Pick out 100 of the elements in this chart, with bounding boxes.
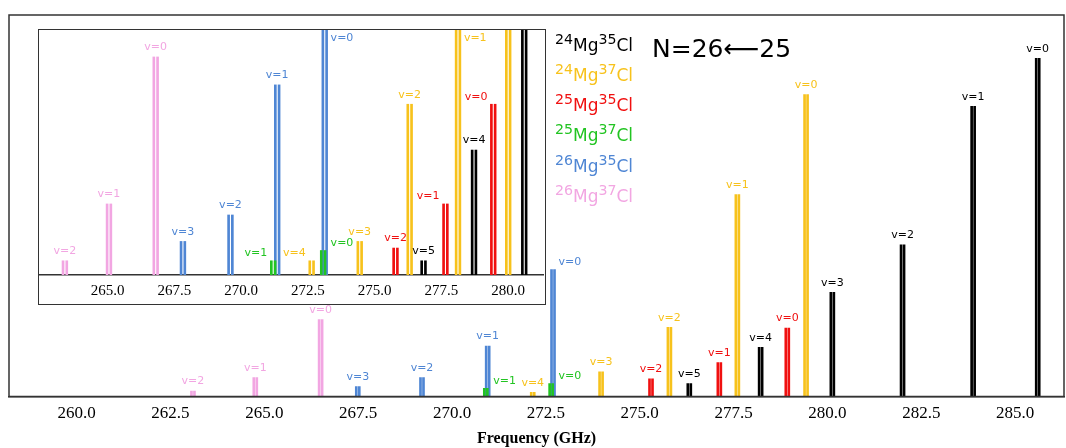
- bar: [784, 327, 788, 397]
- x-tick-label: 262.5: [151, 403, 190, 423]
- bar: [357, 386, 361, 397]
- bar: [550, 269, 553, 397]
- bar: [270, 260, 273, 275]
- x-tick-label: 267.5: [157, 281, 192, 298]
- annotation: v=4: [283, 246, 306, 260]
- bar: [529, 392, 533, 397]
- bar: [973, 105, 976, 397]
- x-tick-label: 272.5: [526, 403, 566, 423]
- bar: [396, 247, 399, 275]
- annotation: v=2: [384, 231, 407, 245]
- bar: [422, 377, 425, 397]
- annotation: v=1: [707, 345, 731, 359]
- bar: [1037, 57, 1041, 397]
- annotation: v=0: [309, 303, 332, 317]
- bar: [252, 377, 256, 397]
- bar: [360, 241, 363, 275]
- annotation: v=0: [558, 368, 582, 382]
- text: $^{24}$Mg$^{35}$Cl: [555, 30, 634, 57]
- bar: [193, 390, 196, 397]
- text: $^{25}$Mg$^{35}$Cl: [555, 90, 634, 117]
- bar: [532, 392, 536, 397]
- annotation: v=1: [265, 68, 289, 82]
- bar: [648, 378, 651, 397]
- bar: [803, 94, 806, 397]
- annotation: v=2: [891, 228, 914, 242]
- annotation: v=2: [219, 198, 242, 212]
- annotation: v=2: [658, 310, 681, 324]
- bar: [312, 260, 315, 275]
- annotation: v=1: [416, 189, 440, 203]
- bar: [490, 103, 493, 275]
- bar: [183, 241, 187, 275]
- annotation: v=1: [726, 177, 749, 191]
- annotation: v=3: [348, 224, 372, 238]
- bar: [354, 386, 358, 397]
- bar: [420, 260, 424, 275]
- x-tick-label: 260.0: [57, 403, 96, 423]
- x-tick-label: 277.5: [714, 403, 753, 423]
- annotation: v=1: [243, 360, 267, 374]
- bar: [392, 247, 395, 275]
- bar: [1034, 57, 1038, 397]
- bar: [424, 260, 427, 275]
- bar: [274, 84, 277, 275]
- x-tick-label: 265.0: [245, 403, 284, 423]
- bar: [308, 260, 312, 275]
- bar: [442, 203, 445, 275]
- bar: [651, 378, 654, 397]
- bar: [598, 371, 601, 397]
- annotation: v=2: [639, 362, 663, 376]
- x-tick-label: 267.5: [339, 403, 378, 423]
- annotation: v=1: [476, 329, 500, 343]
- annotation: v=1: [961, 89, 985, 103]
- bar: [65, 260, 69, 275]
- annotation: v=0: [144, 40, 168, 54]
- bar: [551, 383, 554, 397]
- bar: [787, 327, 791, 397]
- bar: [255, 377, 259, 397]
- annotation: v=1: [97, 187, 121, 201]
- annotation: v=0: [330, 31, 354, 45]
- annotation: v=2: [181, 374, 205, 388]
- bar: [406, 103, 410, 275]
- text: $^{26}$Mg$^{37}$Cl: [555, 180, 634, 208]
- x-tick-label: 280.0: [808, 403, 847, 423]
- annotation: v=3: [171, 224, 195, 238]
- annotation: v=0: [330, 235, 354, 249]
- bar: [806, 94, 809, 397]
- bar: [410, 103, 413, 275]
- bar: [487, 345, 491, 397]
- annotation: v=0: [794, 77, 818, 91]
- bar: [601, 371, 604, 397]
- annotation: v=0: [1026, 41, 1050, 55]
- bar: [231, 214, 234, 275]
- bar: [548, 383, 551, 397]
- bar: [689, 383, 693, 397]
- annotation: N=26⟵25: [652, 34, 792, 63]
- x-tick-label: 272.5: [291, 281, 325, 298]
- annotation: v=0: [464, 89, 488, 103]
- annotation: v=3: [820, 275, 844, 289]
- x-tick-label: 285.0: [996, 403, 1035, 423]
- annotation: v=1: [493, 373, 516, 387]
- x-tick-label: 277.5: [424, 281, 459, 298]
- annotation: v=1: [463, 31, 487, 45]
- bar: [319, 250, 323, 275]
- x-tick-label: 280.0: [491, 281, 526, 298]
- annotation: v=0: [558, 254, 582, 268]
- x-tick-label: 270.0: [432, 403, 472, 423]
- bar: [156, 56, 159, 275]
- annotation: v=3: [346, 369, 370, 383]
- annotation: v=2: [398, 87, 422, 101]
- bar: [970, 105, 973, 397]
- bar: [190, 390, 193, 397]
- bar: [446, 203, 449, 275]
- x-tick-label: 275.0: [620, 403, 659, 423]
- annotation: v=4: [749, 330, 773, 344]
- annotation: v=4: [521, 375, 545, 389]
- x-tick-label: 270.0: [224, 281, 259, 298]
- text: $^{26}$Mg$^{35}$Cl: [555, 150, 634, 178]
- x-axis-title: Frequency (GHz): [476, 428, 597, 447]
- bar: [521, 30, 524, 275]
